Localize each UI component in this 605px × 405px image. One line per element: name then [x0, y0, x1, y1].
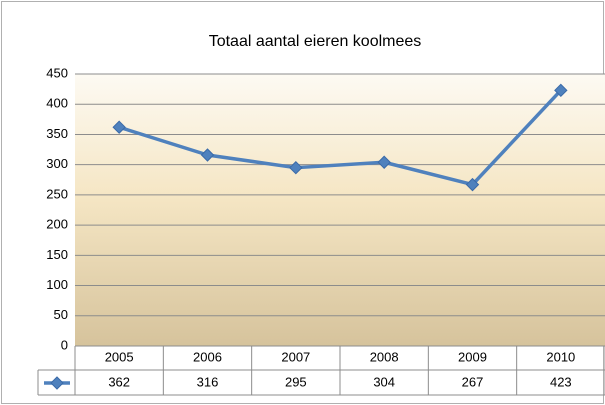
x-tick-label: 2007 — [281, 349, 310, 364]
marker — [289, 160, 303, 175]
y-tick-label: 450 — [46, 65, 68, 80]
x-tick-label: 2009 — [458, 349, 487, 364]
y-tick-label: 150 — [46, 247, 68, 262]
y-tick-label: 250 — [46, 186, 68, 201]
table-value: 423 — [550, 374, 572, 389]
x-tick-label: 2010 — [546, 349, 575, 364]
table-value: 304 — [373, 374, 395, 389]
series-line — [118, 89, 563, 187]
y-tick-label: 0 — [61, 337, 68, 352]
table-value: 316 — [197, 374, 219, 389]
marker — [200, 148, 215, 162]
y-tick-label: 200 — [46, 217, 68, 232]
y-tick-label: 400 — [46, 96, 68, 111]
legend-key-marker — [50, 376, 64, 390]
plot-area — [75, 74, 605, 346]
marker — [377, 155, 391, 169]
table-value: 267 — [462, 374, 484, 389]
marker — [554, 83, 568, 98]
marker — [465, 177, 480, 192]
table-value: 362 — [108, 374, 130, 389]
marker — [112, 120, 126, 134]
x-tick-label: 2008 — [370, 349, 399, 364]
chart-title: Totaal aantal eieren koolmees — [209, 33, 422, 50]
x-tick-label: 2005 — [105, 349, 134, 364]
y-tick-label: 100 — [46, 277, 68, 292]
y-tick-label: 300 — [46, 156, 68, 171]
table-value: 295 — [285, 374, 307, 389]
x-tick-label: 2006 — [193, 349, 222, 364]
y-tick-label: 350 — [46, 126, 68, 141]
y-tick-label: 50 — [54, 307, 68, 322]
